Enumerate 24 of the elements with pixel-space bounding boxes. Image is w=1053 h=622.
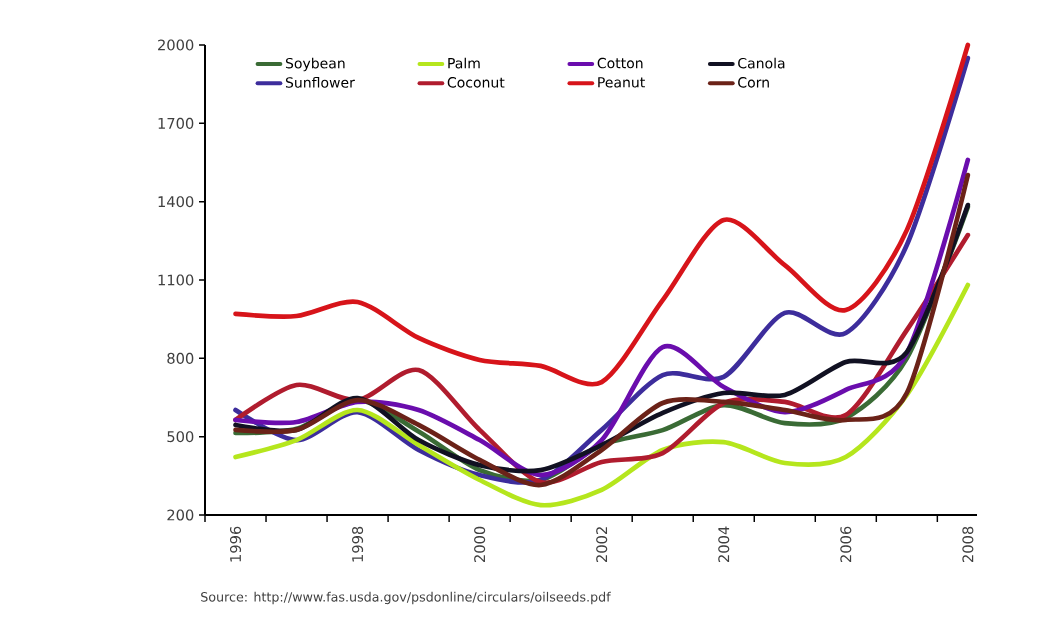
x-tick-label: 2004	[718, 526, 730, 562]
legend-label: Cotton	[597, 57, 643, 69]
line-series	[233, 282, 971, 508]
x-tick-label: 2006	[840, 526, 852, 562]
y-tick-label: 200	[167, 509, 194, 521]
legend-label: Coconut	[447, 77, 505, 88]
x-tick-label: 2008	[962, 526, 974, 562]
legend-label: Palm	[448, 57, 480, 69]
x-tick-label: 2000	[474, 526, 486, 562]
y-tick-label: 2000	[158, 39, 194, 51]
y-tick-label: 1100	[158, 274, 194, 286]
legend-label: Corn	[738, 77, 769, 88]
y-tick-label: 500	[167, 431, 194, 443]
x-tick-label: 2002	[596, 527, 608, 562]
legend-label: Canola	[738, 57, 785, 69]
source-note: Source: http://www.fas.usda.gov/psdonline/circulars/oilseeds.pdf	[201, 591, 611, 605]
legend-label: Soybean	[285, 57, 345, 72]
y-tick-label: 1700	[158, 117, 194, 129]
x-tick-label: 1996	[229, 526, 242, 562]
x-tick-label: 1998	[352, 526, 364, 562]
legend-label: Sunflower	[285, 76, 355, 88]
y-tick-label: 1400	[158, 196, 194, 208]
legend-label: Peanut	[598, 77, 645, 88]
y-tick-label: 800	[167, 352, 194, 364]
